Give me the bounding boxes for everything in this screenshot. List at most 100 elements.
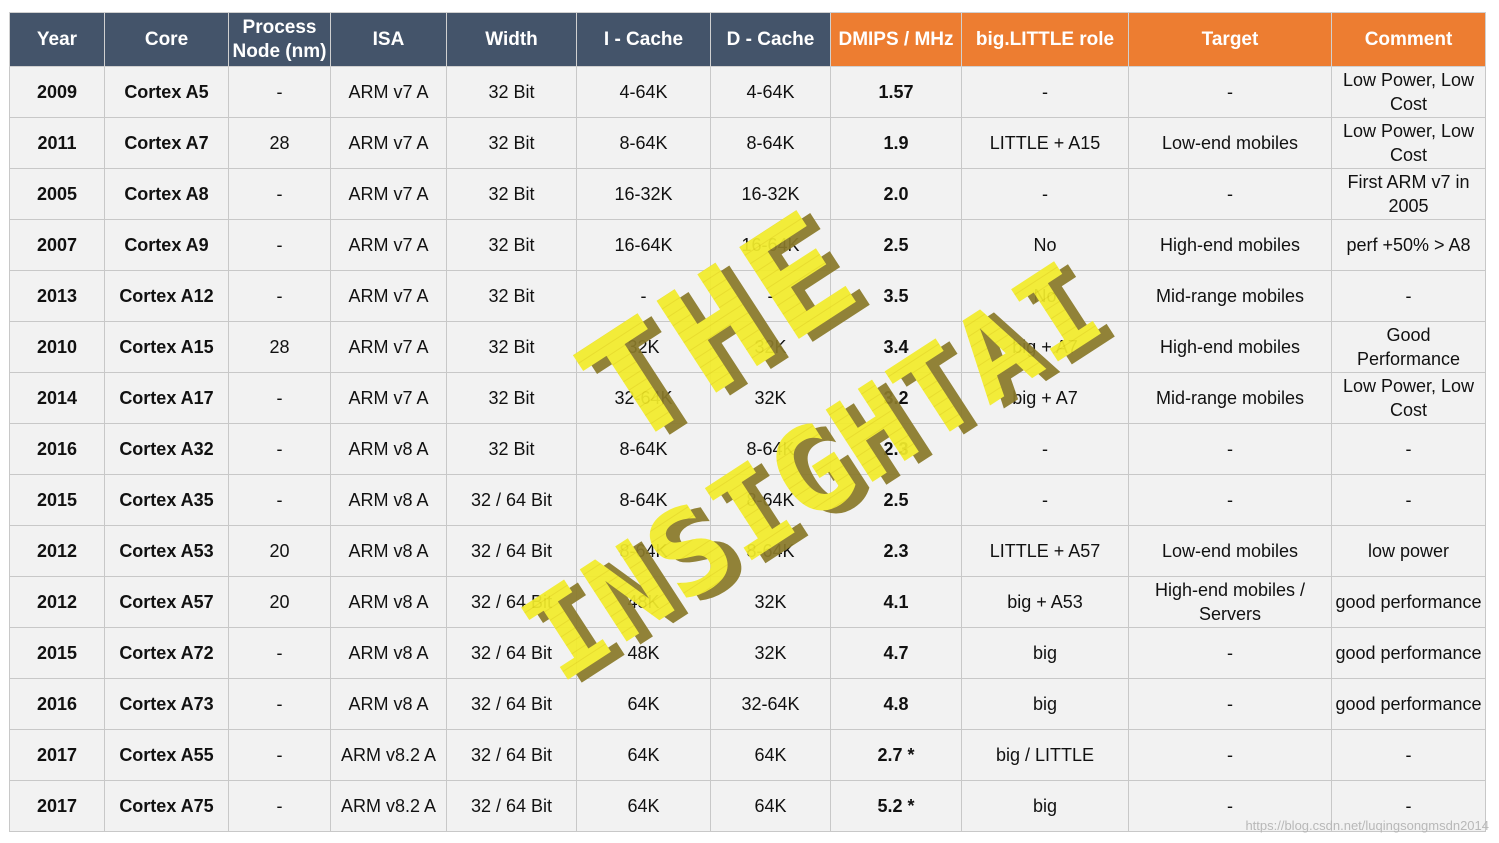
cortex-comparison-table-wrap: Year Core Process Node (nm) ISA Width I - Cac… xyxy=(9,12,1486,832)
table-row: 2011 Cortex A7 28 ARM v7 A 32 Bit 8-64K 8-64K 1… xyxy=(9,117,1486,169)
cell-year: 2010 xyxy=(9,321,105,373)
cell-process-node: - xyxy=(228,780,331,832)
cell-i-cache: 64K xyxy=(576,729,711,781)
cell-comment: - xyxy=(1331,423,1486,475)
cell-width: 32 / 64 Bit xyxy=(446,780,577,832)
cell-process-node: 28 xyxy=(228,117,331,169)
cell-dmips-mhz: 4.7 xyxy=(830,627,962,679)
cell-d-cache: 4-64K xyxy=(710,66,831,118)
cell-d-cache: 32K xyxy=(710,321,831,373)
cell-d-cache: - xyxy=(710,270,831,322)
cell-width: 32 Bit xyxy=(446,270,577,322)
cell-dmips-mhz: 2.5 xyxy=(830,219,962,271)
cell-year: 2016 xyxy=(9,678,105,730)
cell-year: 2012 xyxy=(9,576,105,628)
cell-target: Low-end mobiles xyxy=(1128,117,1332,169)
cell-width: 32 Bit xyxy=(446,168,577,220)
cell-i-cache: 48K xyxy=(576,627,711,679)
cell-comment: - xyxy=(1331,729,1486,781)
cell-big-little-role: big xyxy=(961,627,1129,679)
cell-comment: Low Power, Low Cost xyxy=(1331,66,1486,118)
cell-year: 2009 xyxy=(9,66,105,118)
column-header-width: Width xyxy=(446,12,577,67)
cell-target: - xyxy=(1128,780,1332,832)
cell-year: 2005 xyxy=(9,168,105,220)
cell-d-cache: 16-32K xyxy=(710,168,831,220)
cell-core: Cortex A7 xyxy=(104,117,229,169)
cell-target: Mid-range mobiles xyxy=(1128,372,1332,424)
table-row: 2010 Cortex A15 28 ARM v7 A 32 Bit 32K 32K 3.4 b… xyxy=(9,321,1486,373)
cell-process-node: - xyxy=(228,474,331,526)
cell-big-little-role: No xyxy=(961,270,1129,322)
cell-big-little-role: big + A7 xyxy=(961,372,1129,424)
column-header-year: Year xyxy=(9,12,105,67)
cell-dmips-mhz: 3.2 xyxy=(830,372,962,424)
cell-isa: ARM v7 A xyxy=(330,168,447,220)
cell-i-cache: 8-64K xyxy=(576,474,711,526)
cell-i-cache: 8-64K xyxy=(576,423,711,475)
cell-core: Cortex A75 xyxy=(104,780,229,832)
cell-big-little-role: big + A53 xyxy=(961,576,1129,628)
column-header-d-cache: D - Cache xyxy=(710,12,831,67)
cell-core: Cortex A53 xyxy=(104,525,229,577)
cell-i-cache: 16-32K xyxy=(576,168,711,220)
cell-comment: good performance xyxy=(1331,627,1486,679)
cell-isa: ARM v8 A xyxy=(330,474,447,526)
cell-target: High-end mobiles xyxy=(1128,321,1332,373)
cell-dmips-mhz: 1.57 xyxy=(830,66,962,118)
cell-width: 32 / 64 Bit xyxy=(446,525,577,577)
cell-width: 32 Bit xyxy=(446,372,577,424)
cell-comment: Good Performance xyxy=(1331,321,1486,373)
cell-dmips-mhz: 1.9 xyxy=(830,117,962,169)
table-body: 2009 Cortex A5- ARM v7 A 32 Bit 4-64K 4-64K 1.… xyxy=(9,66,1486,832)
cell-target: High-end mobiles xyxy=(1128,219,1332,271)
cell-dmips-mhz: 2.5 xyxy=(830,474,962,526)
cell-process-node: - xyxy=(228,627,331,679)
cell-big-little-role: big / LITTLE xyxy=(961,729,1129,781)
column-header-process-node: Process Node (nm) xyxy=(228,12,331,67)
cell-year: 2015 xyxy=(9,627,105,679)
cell-year: 2013 xyxy=(9,270,105,322)
cell-width: 32 / 64 Bit xyxy=(446,474,577,526)
cell-core: Cortex A57 xyxy=(104,576,229,628)
header-row: Year Core Process Node (nm) ISA Width I - Cac… xyxy=(9,12,1486,67)
column-header-isa: ISA xyxy=(330,12,447,67)
cell-core: Cortex A15 xyxy=(104,321,229,373)
cell-process-node: 20 xyxy=(228,576,331,628)
cell-dmips-mhz: 3.5 xyxy=(830,270,962,322)
cell-isa: ARM v7 A xyxy=(330,66,447,118)
cell-core: Cortex A72 xyxy=(104,627,229,679)
cell-i-cache: 16-64K xyxy=(576,219,711,271)
cell-width: 32 / 64 Bit xyxy=(446,576,577,628)
cell-dmips-mhz: 3.4 xyxy=(830,321,962,373)
cell-comment: Low Power, Low Cost xyxy=(1331,117,1486,169)
cell-isa: ARM v7 A xyxy=(330,117,447,169)
cell-d-cache: 8-64K xyxy=(710,474,831,526)
cell-d-cache: 32K xyxy=(710,576,831,628)
cell-comment: First ARM v7 in 2005 xyxy=(1331,168,1486,220)
cell-year: 2007 xyxy=(9,219,105,271)
cell-target: - xyxy=(1128,66,1332,118)
cell-dmips-mhz: 2.0 xyxy=(830,168,962,220)
table-row: 2015 Cortex A35- ARM v8 A 32 / 64 Bit 8-64K 8… xyxy=(9,474,1486,526)
cell-big-little-role: - xyxy=(961,66,1129,118)
column-header-i-cache: I - Cache xyxy=(576,12,711,67)
cell-year: 2016 xyxy=(9,423,105,475)
cell-i-cache: 4-64K xyxy=(576,66,711,118)
cell-isa: ARM v8 A xyxy=(330,678,447,730)
cell-isa: ARM v8 A xyxy=(330,525,447,577)
cell-process-node: - xyxy=(228,423,331,475)
table-row: 2016 Cortex A73- ARM v8 A 32 / 64 Bit 64K 32-… xyxy=(9,678,1486,730)
cell-year: 2017 xyxy=(9,729,105,781)
cell-process-node: - xyxy=(228,678,331,730)
cell-width: 32 / 64 Bit xyxy=(446,729,577,781)
cell-dmips-mhz: 4.8 xyxy=(830,678,962,730)
cell-dmips-mhz: 5.2 * xyxy=(830,780,962,832)
cell-isa: ARM v8.2 A xyxy=(330,729,447,781)
cell-isa: ARM v7 A xyxy=(330,270,447,322)
cell-core: Cortex A55 xyxy=(104,729,229,781)
cell-d-cache: 8-64K xyxy=(710,117,831,169)
cell-i-cache: 8-64K xyxy=(576,525,711,577)
cell-isa: ARM v8 A xyxy=(330,627,447,679)
cell-isa: ARM v7 A xyxy=(330,321,447,373)
